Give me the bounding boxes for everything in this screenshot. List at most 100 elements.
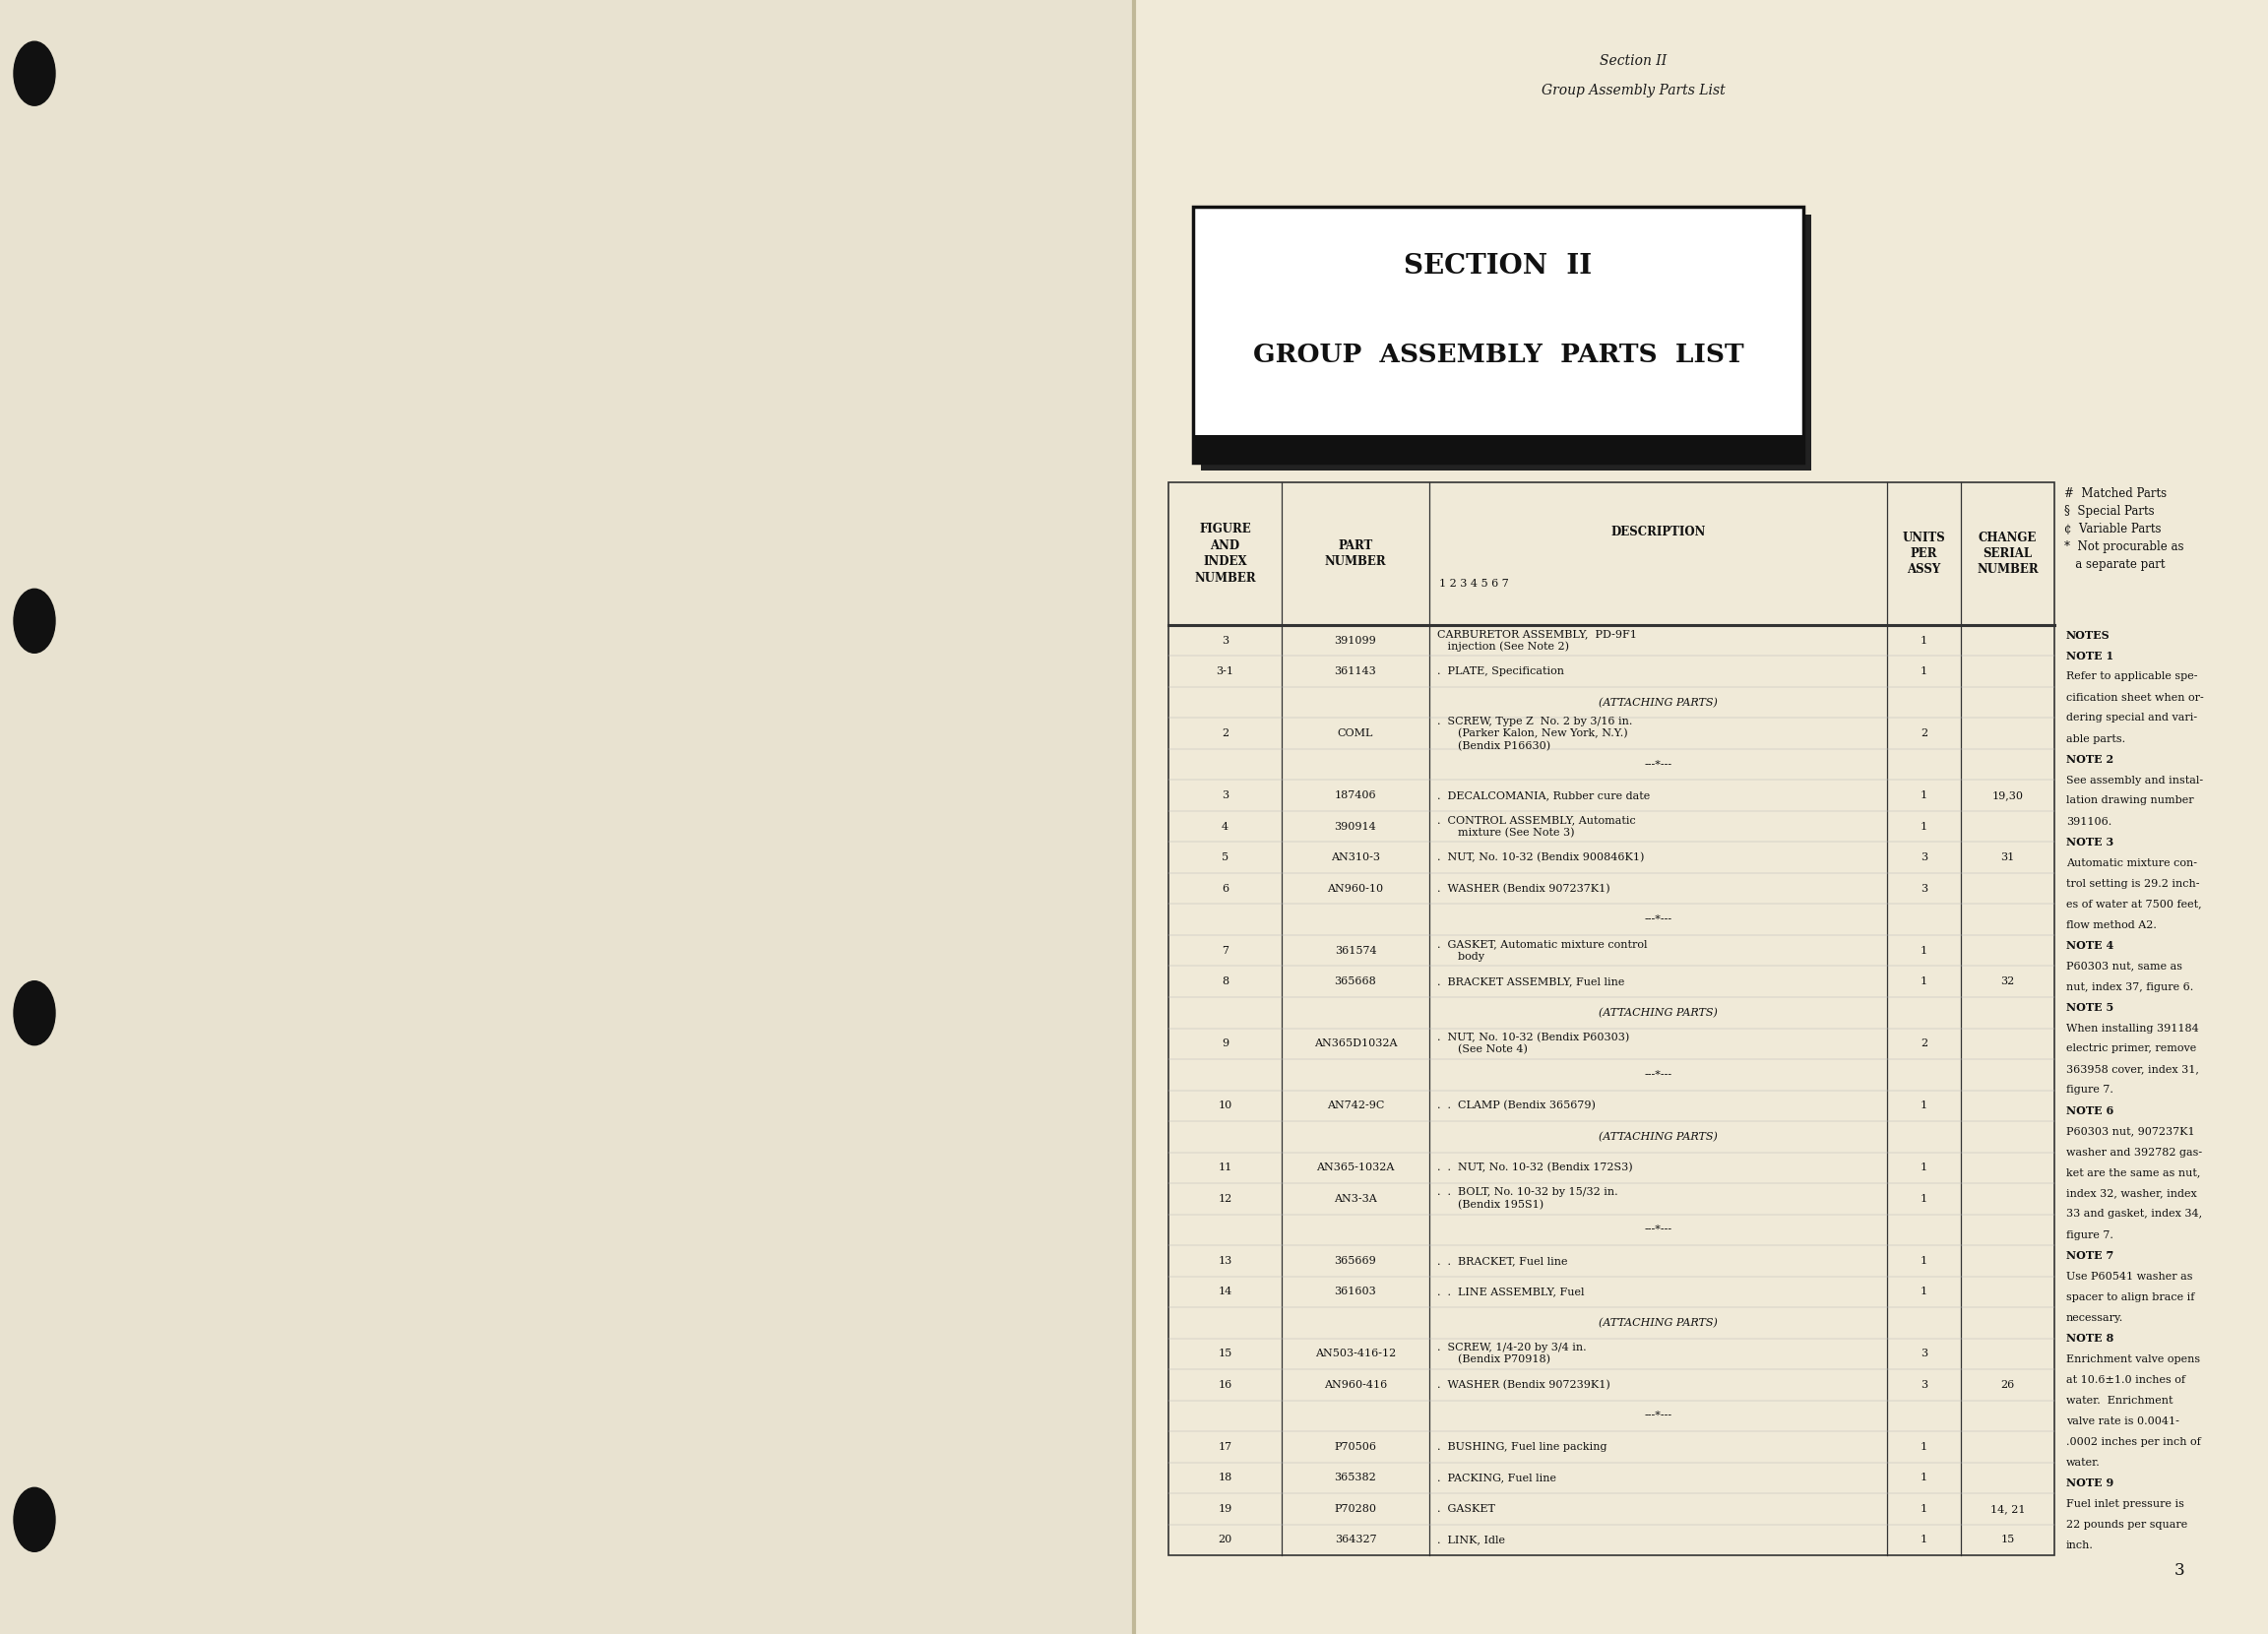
Text: 1: 1: [1921, 977, 1928, 987]
Text: 13: 13: [1218, 1257, 1232, 1266]
Text: 33 and gasket, index 34,: 33 and gasket, index 34,: [2066, 1209, 2202, 1219]
Bar: [1193, 208, 1803, 462]
Text: cification sheet when or-: cification sheet when or-: [2066, 693, 2204, 703]
Text: .  BUSHING, Fuel line packing: . BUSHING, Fuel line packing: [1438, 1441, 1608, 1451]
Text: NOTE 9: NOTE 9: [2066, 1477, 2114, 1489]
Text: spacer to align brace if: spacer to align brace if: [2066, 1292, 2195, 1302]
Text: .  CONTROL ASSEMBLY, Automatic: . CONTROL ASSEMBLY, Automatic: [1438, 815, 1635, 825]
Text: AN960-10: AN960-10: [1327, 884, 1383, 894]
Text: 11: 11: [1218, 1163, 1232, 1173]
Ellipse shape: [14, 588, 54, 654]
Text: Group Assembly Parts List: Group Assembly Parts List: [1540, 83, 1726, 98]
Text: 1: 1: [1921, 1257, 1928, 1266]
Text: 3: 3: [2175, 1562, 2184, 1578]
Text: body: body: [1438, 953, 1486, 962]
Text: (Bendix P16630): (Bendix P16630): [1438, 740, 1551, 752]
Text: 1: 1: [1921, 1472, 1928, 1482]
Text: 1: 1: [1921, 1441, 1928, 1451]
Text: NOTE 2: NOTE 2: [2066, 753, 2114, 765]
Text: COML: COML: [1338, 729, 1374, 739]
Text: P60303 nut, same as: P60303 nut, same as: [2066, 961, 2182, 971]
Text: .  BRACKET ASSEMBLY, Fuel line: . BRACKET ASSEMBLY, Fuel line: [1438, 977, 1624, 987]
Text: P70506: P70506: [1334, 1441, 1377, 1451]
Text: trol setting is 29.2 inch-: trol setting is 29.2 inch-: [2066, 879, 2200, 889]
Text: (Parker Kalon, New York, N.Y.): (Parker Kalon, New York, N.Y.): [1438, 729, 1628, 739]
Text: When installing 391184: When installing 391184: [2066, 1023, 2200, 1033]
Text: .  GASKET, Automatic mixture control: . GASKET, Automatic mixture control: [1438, 940, 1647, 949]
Text: 1: 1: [1921, 1163, 1928, 1173]
Text: dering special and vari-: dering special and vari-: [2066, 712, 2198, 722]
Text: (ATTACHING PARTS): (ATTACHING PARTS): [1599, 1132, 1717, 1142]
Text: 3: 3: [1921, 884, 1928, 894]
Text: P60303 nut, 907237K1: P60303 nut, 907237K1: [2066, 1126, 2195, 1136]
Text: (See Note 4): (See Note 4): [1438, 1044, 1529, 1056]
Text: figure 7.: figure 7.: [2066, 1085, 2114, 1095]
Text: .  NUT, No. 10-32 (Bendix P60303): . NUT, No. 10-32 (Bendix P60303): [1438, 1033, 1628, 1042]
Text: 3: 3: [1921, 1379, 1928, 1389]
Text: nut, index 37, figure 6.: nut, index 37, figure 6.: [2066, 982, 2193, 992]
Text: NOTE 4: NOTE 4: [2066, 940, 2114, 951]
Text: .  .  BOLT, No. 10-32 by 15/32 in.: . . BOLT, No. 10-32 by 15/32 in.: [1438, 1188, 1617, 1198]
Text: NOTE 8: NOTE 8: [2066, 1333, 2114, 1343]
Text: 391106.: 391106.: [2066, 817, 2112, 827]
Bar: [0, 0, 1134, 1634]
Text: .  GASKET: . GASKET: [1438, 1503, 1495, 1513]
Text: Refer to applicable spe-: Refer to applicable spe-: [2066, 672, 2198, 681]
Bar: [1202, 214, 1812, 471]
Text: SECTION  II: SECTION II: [1404, 253, 1592, 279]
Text: .  NUT, No. 10-32 (Bendix 900846K1): . NUT, No. 10-32 (Bendix 900846K1): [1438, 853, 1644, 863]
Ellipse shape: [14, 1487, 54, 1552]
Text: NOTE 5: NOTE 5: [2066, 1002, 2114, 1013]
Text: .  DECALCOMANIA, Rubber cure date: . DECALCOMANIA, Rubber cure date: [1438, 791, 1651, 801]
Text: (ATTACHING PARTS): (ATTACHING PARTS): [1599, 1008, 1717, 1018]
Text: ---*---: ---*---: [1644, 1410, 1672, 1420]
Text: 3: 3: [1222, 791, 1229, 801]
Ellipse shape: [14, 41, 54, 106]
Text: 1: 1: [1921, 636, 1928, 645]
Text: 31: 31: [2000, 853, 2014, 863]
Text: Use P60541 washer as: Use P60541 washer as: [2066, 1271, 2193, 1281]
Text: 1: 1: [1921, 1503, 1928, 1513]
Text: 3: 3: [1921, 1348, 1928, 1358]
Text: DESCRIPTION: DESCRIPTION: [1610, 526, 1706, 539]
Text: 17: 17: [1218, 1441, 1232, 1451]
Text: .  .  LINE ASSEMBLY, Fuel: . . LINE ASSEMBLY, Fuel: [1438, 1288, 1585, 1297]
Text: 363958 cover, index 31,: 363958 cover, index 31,: [2066, 1065, 2200, 1075]
Text: 10: 10: [1218, 1101, 1232, 1111]
Text: 1: 1: [1921, 822, 1928, 832]
Text: inch.: inch.: [2066, 1539, 2093, 1549]
Text: 3-1: 3-1: [1216, 667, 1234, 676]
Text: 390914: 390914: [1334, 822, 1377, 832]
Bar: [1193, 435, 1803, 462]
Text: ---*---: ---*---: [1644, 1070, 1672, 1080]
Text: necessary.: necessary.: [2066, 1312, 2123, 1322]
Text: 6: 6: [1222, 884, 1229, 894]
Text: NOTES: NOTES: [2066, 631, 2109, 641]
Text: .  SCREW, Type Z  No. 2 by 3/16 in.: . SCREW, Type Z No. 2 by 3/16 in.: [1438, 716, 1633, 725]
Text: 3: 3: [1222, 636, 1229, 645]
Text: (Bendix P70918): (Bendix P70918): [1438, 1355, 1551, 1364]
Text: FIGURE
AND
INDEX
NUMBER: FIGURE AND INDEX NUMBER: [1195, 523, 1256, 585]
Text: es of water at 7500 feet,: es of water at 7500 feet,: [2066, 899, 2202, 909]
Text: 16: 16: [1218, 1379, 1232, 1389]
Text: See assembly and instal-: See assembly and instal-: [2066, 775, 2202, 784]
Text: GROUP  ASSEMBLY  PARTS  LIST: GROUP ASSEMBLY PARTS LIST: [1252, 342, 1744, 366]
Text: 19: 19: [1218, 1503, 1232, 1513]
Text: PART
NUMBER: PART NUMBER: [1325, 539, 1386, 569]
Text: 12: 12: [1218, 1194, 1232, 1204]
Text: washer and 392782 gas-: washer and 392782 gas-: [2066, 1147, 2202, 1157]
Text: .  .  NUT, No. 10-32 (Bendix 172S3): . . NUT, No. 10-32 (Bendix 172S3): [1438, 1162, 1633, 1173]
Text: .  PLATE, Specification: . PLATE, Specification: [1438, 667, 1565, 676]
Text: AN742-9C: AN742-9C: [1327, 1101, 1383, 1111]
Text: 14: 14: [1218, 1288, 1232, 1297]
Text: AN310-3: AN310-3: [1331, 853, 1381, 863]
Text: 4: 4: [1222, 822, 1229, 832]
Text: (ATTACHING PARTS): (ATTACHING PARTS): [1599, 1317, 1717, 1328]
Text: water.  Enrichment: water. Enrichment: [2066, 1395, 2173, 1405]
Text: 364327: 364327: [1334, 1534, 1377, 1544]
Bar: [1134, 0, 2268, 1634]
Text: valve rate is 0.0041-: valve rate is 0.0041-: [2066, 1417, 2180, 1426]
Text: 22 pounds per square: 22 pounds per square: [2066, 1520, 2189, 1529]
Text: 3: 3: [1921, 853, 1928, 863]
Text: ---*---: ---*---: [1644, 915, 1672, 925]
